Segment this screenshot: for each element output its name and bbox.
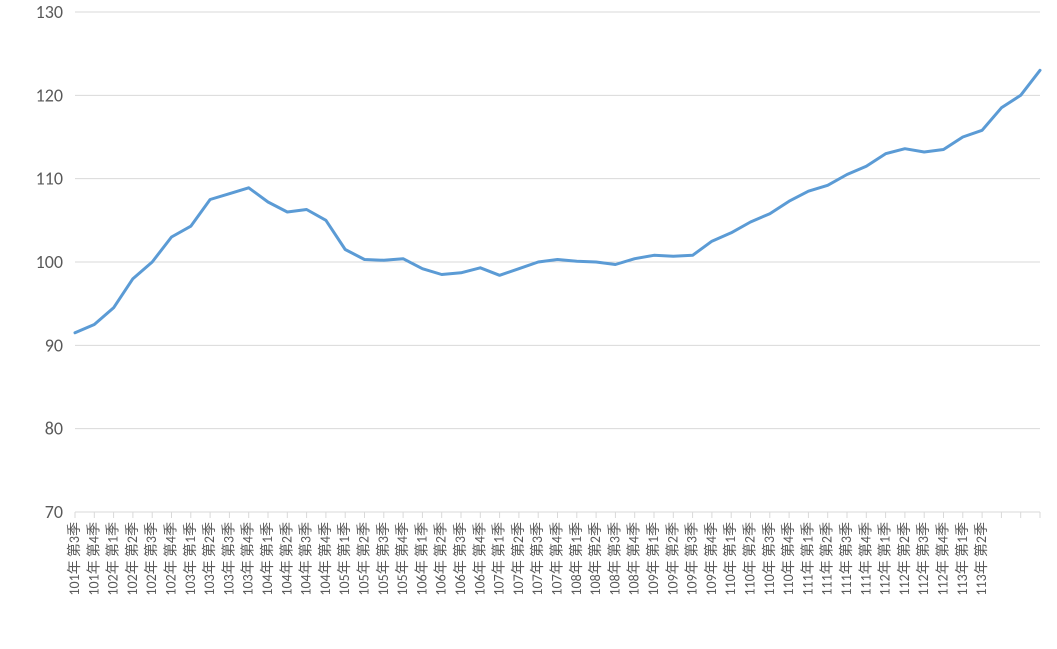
x-tick-label: 105年 第2季 [356, 522, 373, 596]
x-tick-label: 106年 第2季 [433, 522, 450, 596]
x-tick-label: 111年 第4季 [857, 522, 874, 596]
y-tick-label: 120 [36, 84, 63, 106]
x-tick-label: 109年 第2季 [664, 522, 681, 596]
x-tick-label: 112年 第3季 [915, 522, 932, 596]
y-tick-label: 80 [45, 418, 63, 440]
x-tick-label: 107年 第1季 [491, 522, 508, 596]
x-tick-label: 110年 第3季 [761, 522, 778, 596]
x-tick-label: 107年 第4季 [549, 522, 566, 596]
x-tick-label: 106年 第1季 [413, 522, 430, 596]
y-tick-label: 100 [36, 251, 63, 273]
x-tick-label: 103年 第3季 [220, 522, 237, 596]
x-tick-label: 112年 第4季 [935, 522, 952, 596]
x-tick-label: 106年 第3季 [452, 522, 469, 596]
x-tick-label: 106年 第4季 [471, 522, 488, 596]
x-tick-label: 105年 第3季 [375, 522, 392, 596]
y-tick-label: 90 [45, 334, 63, 356]
x-tick-label: 102年 第4季 [163, 522, 180, 596]
x-tick-label: 105年 第1季 [336, 522, 353, 596]
x-tick-label: 110年 第1季 [722, 522, 739, 596]
y-tick-label: 130 [36, 1, 63, 23]
x-tick-label: 104年 第1季 [259, 522, 276, 596]
x-tick-label: 104年 第3季 [298, 522, 315, 596]
x-tick-label: 111年 第1季 [799, 522, 816, 596]
x-tick-label: 113年 第1季 [954, 522, 971, 596]
x-tick-label: 113年 第2季 [973, 522, 990, 596]
x-tick-label: 112年 第1季 [877, 522, 894, 596]
x-tick-label: 107年 第3季 [529, 522, 546, 596]
x-tick-label: 103年 第4季 [240, 522, 257, 596]
x-tick-label: 108年 第2季 [587, 522, 604, 596]
x-tick-label: 112年 第2季 [896, 522, 913, 596]
x-tick-label: 109年 第1季 [645, 522, 662, 596]
x-tick-label: 109年 第3季 [684, 522, 701, 596]
x-tick-label: 101年 第3季 [66, 522, 83, 596]
x-tick-label: 102年 第3季 [143, 522, 160, 596]
x-tick-label: 104年 第4季 [317, 522, 334, 596]
x-tick-label: 111年 第3季 [838, 522, 855, 596]
x-tick-label: 107年 第2季 [510, 522, 527, 596]
x-tick-label: 102年 第2季 [124, 522, 141, 596]
x-tick-label: 108年 第4季 [626, 522, 643, 596]
y-tick-label: 110 [36, 168, 63, 190]
x-tick-label: 102年 第1季 [105, 522, 122, 596]
x-tick-label: 105年 第4季 [394, 522, 411, 596]
x-tick-label: 103年 第2季 [201, 522, 218, 596]
y-tick-label: 70 [45, 501, 63, 523]
x-tick-label: 109年 第4季 [703, 522, 720, 596]
x-tick-label: 101年 第4季 [85, 522, 102, 596]
line-chart: 708090100110120130101年 第3季101年 第4季102年 第… [0, 0, 1057, 649]
x-tick-label: 104年 第2季 [278, 522, 295, 596]
x-tick-label: 103年 第1季 [182, 522, 199, 596]
x-tick-label: 108年 第3季 [606, 522, 623, 596]
x-tick-label: 110年 第2季 [742, 522, 759, 596]
x-tick-label: 108年 第1季 [568, 522, 585, 596]
x-tick-label: 111年 第2季 [819, 522, 836, 596]
x-tick-label: 110年 第4季 [780, 522, 797, 596]
